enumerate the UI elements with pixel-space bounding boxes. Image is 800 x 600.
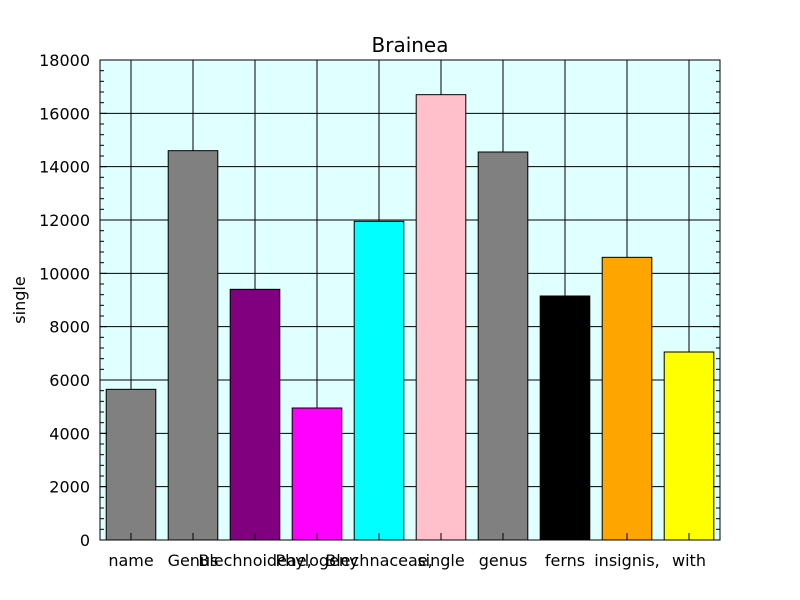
y-axis-label: single <box>10 276 29 323</box>
y-tick-label: 14000 <box>39 158 90 177</box>
bar-2 <box>229 288 281 541</box>
chart-title: Brainea <box>372 33 449 57</box>
y-tick-labels: 0 2000 4000 6000 8000 10000 12000 14000 16000 180… <box>39 51 90 550</box>
x-tick-label: Blechnoideae, <box>198 551 311 570</box>
bar-9 <box>663 351 715 541</box>
x-tick-label: genus <box>479 551 528 570</box>
bar-8 <box>601 256 653 541</box>
x-tick-label: name <box>108 551 153 570</box>
x-tick-label: Genus <box>168 551 219 570</box>
y-tick-label: 0 <box>80 531 90 550</box>
bar-6 <box>477 151 529 541</box>
bars <box>105 94 715 541</box>
y-tick-label: 6000 <box>49 371 90 390</box>
x-tick-label: ferns <box>545 551 585 570</box>
x-tick-label: Blechnaceae, <box>325 551 433 570</box>
bar-7 <box>539 295 591 541</box>
ticks <box>100 59 720 541</box>
y-tick-label: 2000 <box>49 478 90 497</box>
plot-frame <box>99 59 721 541</box>
y-tick-label: 10000 <box>39 264 90 283</box>
bar-4 <box>353 220 405 541</box>
bar-0 <box>105 388 157 541</box>
y-tick-label: 4000 <box>49 424 90 443</box>
bar-5 <box>415 94 467 541</box>
x-tick-label: insignis, <box>594 551 660 570</box>
y-tick-label: 8000 <box>49 318 90 337</box>
x-tick-labels: name GenusBlechnoideae,PhylogenyBlechnace… <box>108 551 706 570</box>
y-tick-label: 12000 <box>39 211 90 230</box>
x-tick-label: with <box>672 551 706 570</box>
bar-1 <box>167 150 219 541</box>
y-tick-label: 18000 <box>39 51 90 70</box>
bar-3 <box>291 407 343 541</box>
x-tick-label: single <box>417 551 464 570</box>
y-tick-label: 16000 <box>39 104 90 123</box>
x-tick-label: Phylogeny <box>275 551 358 570</box>
